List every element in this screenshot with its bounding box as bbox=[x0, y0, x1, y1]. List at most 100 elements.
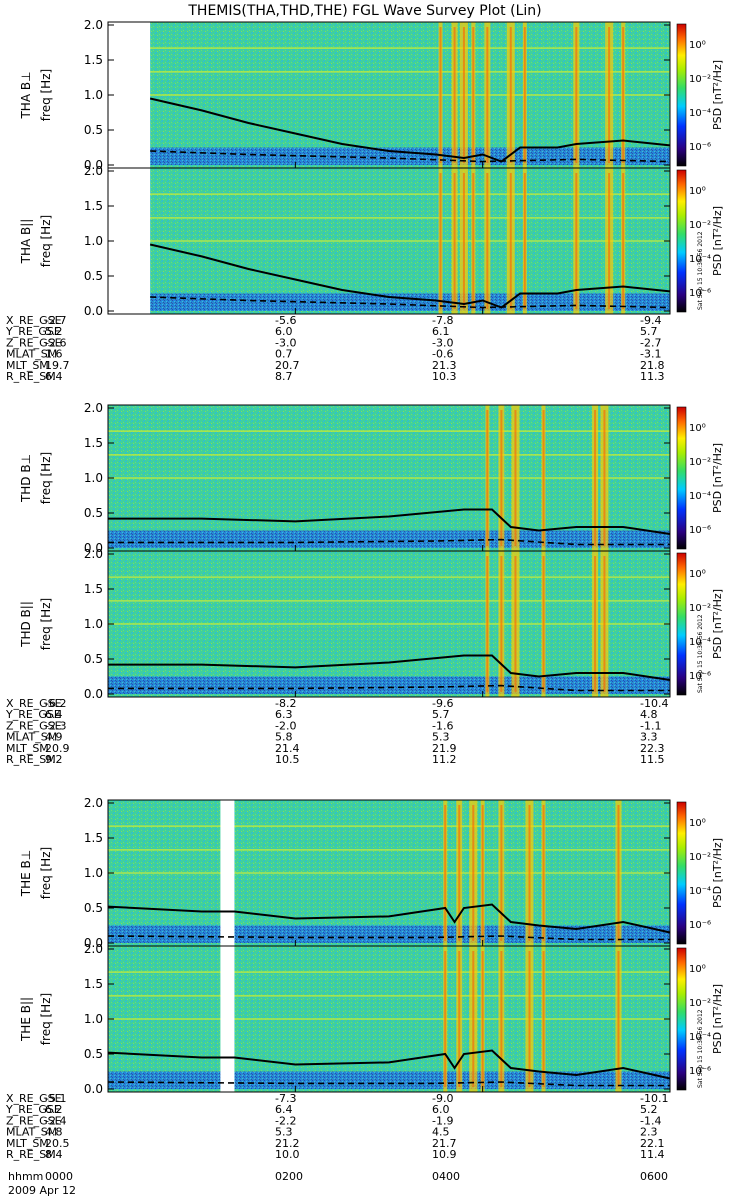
burst-core bbox=[458, 805, 461, 941]
colorbar-tick-label: 10⁻⁴ bbox=[689, 108, 711, 119]
burst-core bbox=[575, 27, 578, 163]
panel-axis-label: freq [Hz] bbox=[39, 993, 53, 1045]
burst-core bbox=[453, 173, 456, 309]
ephemeris-row-label: Y_RE_GSE bbox=[5, 1103, 61, 1116]
ephemeris-value: 6.2 bbox=[45, 1103, 63, 1116]
low-frequency-band bbox=[108, 147, 670, 165]
ephemeris-value: 10.0 bbox=[275, 1148, 300, 1161]
ephemeris-value: 5.7 bbox=[640, 325, 658, 338]
ephemeris-value: 4.8 bbox=[45, 1126, 63, 1139]
ephemeris-value: 6.3 bbox=[275, 708, 293, 721]
time-tick-label: 0000 bbox=[45, 1170, 73, 1183]
helium-gyrofrequency-line bbox=[107, 1081, 670, 1087]
ephemeris-value: -2.2 bbox=[275, 1114, 296, 1127]
spectrogram-panel: 2.0 1.5 1.0 0.5 0.0 THD B|| freq [Hz] 10⁰ 10⁻² 10… bbox=[19, 547, 724, 701]
y-tick-label: 2.0 bbox=[84, 547, 103, 561]
ephemeris-value: -3.0 bbox=[432, 336, 453, 349]
y-tick-label: 1.0 bbox=[84, 234, 103, 248]
ephemeris-value: 8.7 bbox=[275, 370, 293, 383]
burst-core bbox=[481, 805, 484, 941]
ephemeris-value: -2.4 bbox=[45, 1114, 66, 1127]
ephemeris-value: -7.3 bbox=[275, 1092, 296, 1105]
probe-group-the: 2.0 1.5 1.0 0.5 0.0 THE B⊥ freq [Hz] 10⁰ 10⁻² 10⁻… bbox=[5, 796, 724, 1183]
colorbar-tick-label: 10⁻⁶ bbox=[689, 1066, 711, 1077]
ephemeris-value: -2.3 bbox=[45, 719, 66, 732]
gyrofrequency-line bbox=[108, 508, 671, 535]
colorbar-tick-label: 10⁰ bbox=[689, 818, 706, 829]
colorbar-label: PSD [nT²/Hz] bbox=[711, 838, 724, 908]
low-frequency-band bbox=[108, 293, 670, 311]
panel-component-label: THE B|| bbox=[19, 997, 33, 1042]
ephemeris-value: 10.5 bbox=[275, 753, 300, 766]
burst-core bbox=[486, 27, 489, 163]
burst-core bbox=[528, 805, 531, 941]
ephemeris-value: 5.2 bbox=[640, 1103, 658, 1116]
colorbar-tick-label: 10⁰ bbox=[689, 964, 706, 975]
y-tick-label: 2.0 bbox=[84, 164, 103, 178]
ephemeris-value: -2.7 bbox=[45, 314, 66, 327]
y-tick-label: 1.0 bbox=[84, 1012, 103, 1026]
burst-core bbox=[622, 173, 625, 309]
burst-core bbox=[542, 556, 545, 692]
ephemeris-row-label: X_RE_GSE bbox=[6, 314, 62, 327]
colorbar bbox=[676, 406, 687, 550]
low-frequency-band bbox=[108, 676, 670, 694]
burst-core bbox=[472, 805, 475, 941]
burst-core bbox=[444, 951, 447, 1087]
ephemeris-value: 4.5 bbox=[432, 1126, 450, 1139]
gyrofrequency-line bbox=[149, 97, 671, 163]
y-tick-label: 1.0 bbox=[84, 866, 103, 880]
burst-core bbox=[617, 805, 620, 941]
ephemeris-value: 20.9 bbox=[45, 742, 70, 755]
ephemeris-value: 6.4 bbox=[275, 1103, 293, 1116]
ephemeris-row-label: MLT_SM bbox=[6, 359, 49, 372]
colorbar bbox=[676, 169, 687, 313]
colorbar-label: PSD [nT²/Hz] bbox=[711, 984, 724, 1054]
y-tick-label: 1.5 bbox=[84, 582, 103, 596]
spectrogram-panel: 2.0 1.5 1.0 0.5 0.0 THA B⊥ freq [Hz] 10⁰ 10⁻² 10⁻… bbox=[19, 18, 724, 172]
panel-axis-label: freq [Hz] bbox=[39, 69, 53, 121]
y-tick-label: 1.0 bbox=[84, 88, 103, 102]
colorbar-tick-label: 10⁻⁴ bbox=[689, 491, 711, 502]
ephemeris-row-label: MLAT_SM bbox=[6, 731, 57, 744]
timestamp-stamp: Sat Sep 15 10:38:56 2012 bbox=[697, 1009, 704, 1088]
ephemeris-value: 11.5 bbox=[640, 753, 665, 766]
ephemeris-value: 20.5 bbox=[45, 1137, 70, 1150]
ephemeris-value: -2.6 bbox=[45, 336, 66, 349]
colorbar-tick-label: 10⁻⁶ bbox=[689, 525, 711, 536]
y-tick-label: 0.5 bbox=[84, 901, 103, 915]
burst-core bbox=[439, 27, 442, 163]
ephemeris-row-label: Y_RE_GSE bbox=[5, 325, 61, 338]
data-gap bbox=[108, 168, 151, 314]
ephemeris-value: -5.1 bbox=[45, 1092, 66, 1105]
panel-component-label: THA B⊥ bbox=[19, 71, 33, 119]
ephemeris-value: 9.2 bbox=[45, 753, 63, 766]
panel-axis-label: freq [Hz] bbox=[39, 452, 53, 504]
ephemeris-value: -1.1 bbox=[640, 719, 661, 732]
ephemeris-value: 19.7 bbox=[45, 359, 70, 372]
colorbar-tick-label: 10⁻⁶ bbox=[689, 920, 711, 931]
burst-core bbox=[603, 410, 606, 546]
panel-axis-label: freq [Hz] bbox=[39, 847, 53, 899]
helium-gyrofrequency-line bbox=[150, 296, 671, 309]
probe-group-thd: 2.0 1.5 1.0 0.5 0.0 THD B⊥ freq [Hz] 10⁰ 10⁻² 10⁻… bbox=[5, 401, 724, 766]
ephemeris-value: 4.8 bbox=[640, 708, 658, 721]
y-tick-label: 1.5 bbox=[84, 53, 103, 67]
y-tick-label: 0.5 bbox=[84, 123, 103, 137]
y-tick-label: 0.0 bbox=[84, 1082, 103, 1096]
ephemeris-value: 6.0 bbox=[432, 1103, 450, 1116]
ephemeris-table: X_RE_GSEY_RE_GSEZ_RE_GSEMLAT_SMMLT_SMR_R… bbox=[5, 1092, 668, 1183]
ephemeris-value: -9.6 bbox=[432, 697, 453, 710]
ephemeris-value: -10.4 bbox=[640, 697, 668, 710]
time-tick-label: 0200 bbox=[275, 1170, 303, 1183]
gyrofrequency-line bbox=[149, 243, 671, 309]
ephemeris-value: 5.2 bbox=[45, 325, 63, 338]
panel-component-label: THD B⊥ bbox=[19, 454, 33, 503]
time-tick-label: 0600 bbox=[640, 1170, 668, 1183]
colorbar-tick-label: 10⁻² bbox=[689, 998, 711, 1009]
y-tick-label: 0.0 bbox=[84, 158, 103, 172]
ephemeris-value: -10.1 bbox=[640, 1092, 668, 1105]
burst-core bbox=[528, 951, 531, 1087]
ephemeris-row-label: Y_RE_GSE bbox=[5, 708, 61, 721]
ephemeris-value: 6.4 bbox=[45, 370, 63, 383]
